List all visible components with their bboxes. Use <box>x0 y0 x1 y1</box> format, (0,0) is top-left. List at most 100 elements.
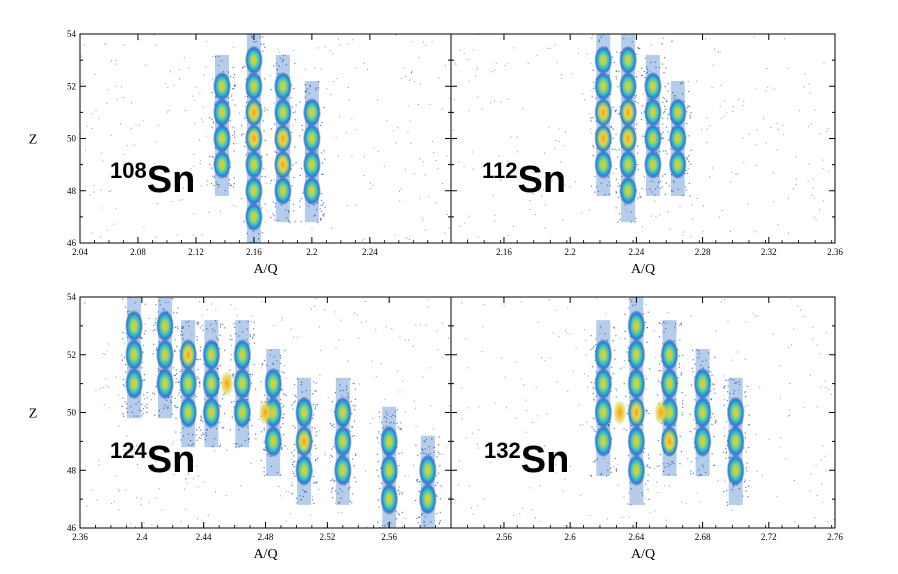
count-dot <box>615 396 617 398</box>
noise-count <box>681 412 683 414</box>
isotope-element: Sn <box>147 159 196 201</box>
count-dot <box>244 145 246 148</box>
noise-count <box>541 357 543 359</box>
count-dot <box>138 409 141 411</box>
count-dot <box>659 322 661 324</box>
count-dot <box>228 71 230 73</box>
count-dot <box>424 516 426 518</box>
noise-count <box>329 461 331 463</box>
count-dot <box>283 393 285 395</box>
noise-count <box>810 473 812 475</box>
noise-count <box>397 370 399 372</box>
count-dot <box>306 176 308 178</box>
count-dot <box>710 398 712 400</box>
count-dot <box>712 383 714 385</box>
noise-count <box>102 160 104 162</box>
count-dot <box>340 497 342 499</box>
noise-count <box>772 172 774 174</box>
noise-count <box>785 458 787 460</box>
count-dot <box>130 406 132 408</box>
count-dot <box>354 405 356 407</box>
count-dot <box>262 36 264 38</box>
isotope-blob <box>660 367 679 400</box>
count-dot <box>264 203 266 205</box>
count-dot <box>641 75 643 77</box>
noise-count <box>745 321 747 323</box>
count-dot <box>431 438 433 440</box>
count-dot <box>305 152 307 154</box>
count-dot <box>294 220 296 223</box>
noise-count <box>155 461 157 463</box>
noise-count <box>279 495 281 497</box>
count-dot <box>295 396 297 398</box>
count-dot <box>626 351 628 353</box>
count-dot <box>723 491 725 493</box>
noise-count <box>713 416 715 418</box>
noise-count <box>822 200 824 202</box>
noise-count <box>130 102 132 104</box>
count-dot <box>155 385 157 388</box>
count-dot <box>698 353 700 355</box>
count-dot <box>610 471 612 473</box>
count-dot <box>439 498 441 500</box>
count-dot <box>308 205 310 207</box>
isotope-blob <box>273 98 292 127</box>
count-dot <box>355 481 357 483</box>
count-dot <box>196 429 198 431</box>
noise-count <box>788 197 790 199</box>
count-dot <box>233 177 235 179</box>
noise-count <box>118 425 120 427</box>
count-dot <box>665 126 668 128</box>
noise-count <box>778 129 779 130</box>
count-dot <box>199 346 201 348</box>
count-dot <box>124 363 126 365</box>
count-dot <box>330 479 332 481</box>
count-dot <box>270 128 273 130</box>
count-dot <box>662 123 664 125</box>
noise-count <box>737 504 739 506</box>
noise-count <box>264 221 266 223</box>
count-dot <box>332 480 334 482</box>
count-dot <box>613 427 615 430</box>
count-dot <box>618 149 620 151</box>
noise-count <box>182 199 184 201</box>
count-dot <box>194 394 196 396</box>
count-dot <box>260 401 262 403</box>
x-tick-label: 2.24 <box>629 247 645 257</box>
isotope-blob <box>594 425 613 458</box>
isotope-label: 132Sn <box>484 438 569 481</box>
noise-count <box>724 299 726 300</box>
count-dot <box>142 351 144 353</box>
noise-count <box>421 217 423 219</box>
count-dot <box>436 495 438 497</box>
count-dot <box>205 432 207 434</box>
count-dot <box>692 359 694 361</box>
count-dot <box>732 485 734 487</box>
count-dot <box>294 62 296 64</box>
noise-count <box>596 298 598 300</box>
count-dot <box>312 404 315 406</box>
noise-count <box>548 127 550 129</box>
count-dot <box>291 106 293 108</box>
count-dot <box>641 67 643 69</box>
noise-count <box>208 211 210 213</box>
count-dot <box>613 327 615 329</box>
noise-count <box>186 482 188 484</box>
count-dot <box>230 359 232 361</box>
count-dot <box>303 491 306 493</box>
noise-count <box>430 405 432 407</box>
noise-count <box>695 458 697 460</box>
count-dot <box>723 387 725 389</box>
count-dot <box>689 117 691 119</box>
isotope-blob <box>179 396 198 429</box>
count-dot <box>214 175 216 177</box>
count-dot <box>727 379 729 381</box>
count-dot <box>199 350 201 352</box>
count-dot <box>635 128 637 130</box>
noise-count <box>431 41 433 43</box>
count-dot <box>245 101 247 103</box>
noise-count <box>766 68 768 69</box>
hotspot-blob <box>612 399 627 426</box>
count-dot <box>645 411 647 413</box>
